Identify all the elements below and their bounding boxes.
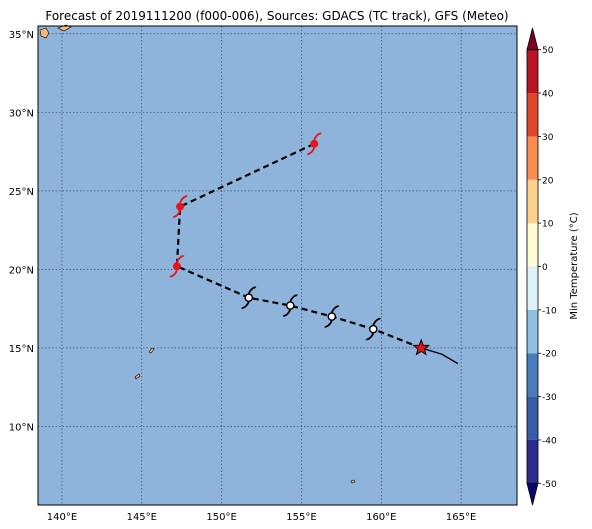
cyclone-symbol-icon [365,317,381,341]
ocean-background [38,26,517,505]
colorbar-tick-label: -10 [542,306,557,316]
cyclone-core [285,301,295,310]
cyclone-core [310,139,319,148]
cyclone-arm [372,317,381,326]
cyclone-arm [176,255,185,263]
map-panel: 140°E 145°E 150°E 155°E 160°E 165°E 10°N 15°N 20… [9,24,518,523]
cyclone-core [327,312,337,321]
cyclone-arm [306,147,316,155]
cyclone-symbol-icon [169,255,185,278]
colorbar-bin [527,136,538,180]
cyclone-arm [313,132,322,141]
x-tick-label: 150°E [206,512,236,523]
x-tick-label: 145°E [127,512,157,523]
island-landmass [134,373,141,380]
y-tick-label: 15°N [9,344,34,355]
cyclone-symbol-icon [282,294,298,317]
cyclone-symbol-icon [241,286,257,309]
colorbar-tick-label: -40 [542,436,557,446]
colorbar-bin [527,49,538,94]
chart-title: Forecast of 2019111200 (f000-006), Sourc… [45,9,508,23]
colorbar-tick-label: 30 [542,133,554,143]
past-track-line [420,347,459,365]
island-landmass [39,27,50,39]
colorbar-tick-label: -30 [542,393,557,403]
colorbar-bin [527,439,538,484]
colorbar-tick-label: 10 [542,220,554,230]
cyclone-arm [247,286,257,295]
current-position-star-icon [412,338,431,356]
cyclone-arm [282,309,292,317]
colorbar-bin [527,309,538,354]
cyclone-core [244,293,254,302]
colorbar-tick-label: -20 [542,350,557,360]
colorbar-tick-label: -50 [542,480,557,490]
plot-frame [37,25,518,506]
y-tick-label: 10°N [9,422,34,433]
colorbar-tick-label: 20 [542,176,554,186]
y-tick-label: 25°N [9,187,34,198]
y-tick-label: 20°N [9,265,34,276]
colorbar-extension-top [526,27,539,51]
colorbar-tick-label: 50 [542,46,554,56]
cyclone-core [176,202,185,211]
cyclone-core [172,262,181,271]
colorbar: -50 -40 -30 -20 -10 0 10 20 30 40 50 Min Temperatur… [526,27,580,506]
cyclone-arm [179,195,188,203]
colorbar-tick-label: 40 [542,90,554,100]
cyclone-arm [330,305,340,313]
colorbar-tick-label: 0 [542,263,548,273]
y-tick-label: 35°N [9,30,34,41]
cyclone-arm [172,210,181,218]
cyclone-arm [241,301,250,309]
x-tick-label: 165°E [446,512,476,523]
cyclone-core [368,324,378,334]
colorbar-bin [527,266,538,310]
cyclone-symbol-icon [306,132,322,155]
cyclone-arm [169,269,178,278]
colorbar-bin [527,353,538,397]
cyclone-symbol-icon [324,305,340,328]
x-tick-label: 155°E [286,512,316,523]
cyclone-arm [324,320,333,328]
cyclone-arm [289,294,298,302]
colorbar-bin [527,93,538,137]
colorbar-extension-bottom [526,482,539,506]
x-tick-label: 140°E [47,512,77,523]
colorbar-bin [527,179,538,224]
island-landmass [148,347,155,354]
x-tick-label: 160°E [366,512,396,523]
y-tick-label: 30°N [9,108,34,119]
colorbar-label: Min Temperature (°C) [569,212,580,319]
island-landmass [350,479,356,484]
cyclone-arm [365,332,375,341]
colorbar-bin [527,396,538,440]
cyclone-symbol-icon [172,195,188,218]
colorbar-bin [527,223,538,267]
